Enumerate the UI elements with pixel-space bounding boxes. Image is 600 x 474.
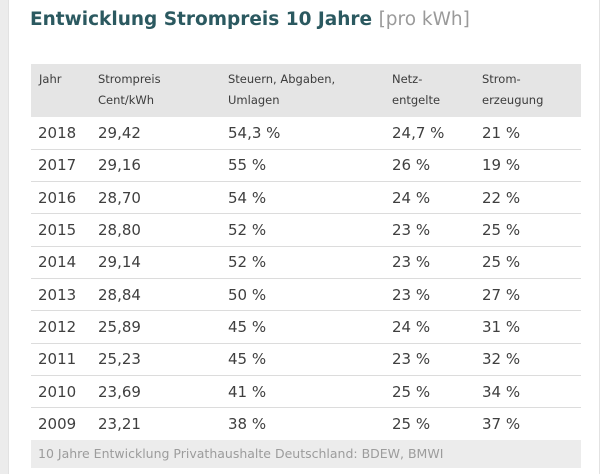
table-header-row: Jahr Strompreis Cent/kWh Steuern, Abgaben… [31,64,581,117]
cell-strompreis: 28,70 [90,181,220,215]
cell-strompreis: 23,69 [90,375,220,409]
cell-stromerzeugung: 27 % [474,278,581,312]
cell-strompreis: 28,84 [90,278,220,312]
header-netz-line1: Netz- [392,72,423,86]
cell-jahr: 2011 [31,343,90,376]
cell-netzentgelte: 25 % [384,375,474,409]
cell-netzentgelte: 24 % [384,181,474,215]
header-strompreis: Strompreis Cent/kWh [90,64,220,117]
table-row: 2018 29,42 54,3 % 24,7 % 21 % [31,117,581,150]
cell-netzentgelte: 26 % [384,149,474,183]
cell-steuern: 50 % [220,278,384,312]
header-steuern-line2: Umlagen [228,93,280,107]
header-strom-line2: erzeugung [482,93,544,107]
title-text: Entwicklung Strompreis 10 Jahre [30,9,373,30]
cell-steuern: 52 % [220,246,384,279]
cell-jahr: 2015 [31,213,90,247]
table-row: 2013 28,84 50 % 23 % 27 % [31,278,581,312]
cell-steuern: 55 % [220,149,384,183]
table-row: 2014 29,14 52 % 23 % 25 % [31,246,581,279]
cell-jahr: 2013 [31,278,90,312]
cell-strompreis: 25,23 [90,343,220,376]
table-row: 2010 23,69 41 % 25 % 34 % [31,375,581,409]
cell-stromerzeugung: 37 % [482,415,521,434]
header-strompreis-line1: Strompreis [98,72,161,86]
cell-strompreis: 25,89 [90,310,220,344]
cell-jahr: 2014 [31,246,90,279]
cell-stromerzeugung: 31 % [474,310,581,344]
cell-jahr: 2012 [31,310,90,344]
cell-jahr: 2016 [31,181,90,215]
header-stromerzeugung: Strom-erzeugung [474,64,581,117]
cell-steuern: 41 % [220,375,384,409]
table-source-note: 10 Jahre Entwicklung Privathaushalte Deu… [31,439,581,468]
header-netz-line2: entgelte [392,93,441,107]
cell-netzentgelte: 23 % [384,213,474,247]
table-row: 2017 29,16 55 % 26 % 19 % [31,149,581,183]
cell-strompreis: 29,42 [90,117,220,150]
table-row: 2015 28,80 52 % 23 % 25 % [31,213,581,247]
cell-steuern: 54,3 % [220,117,384,150]
cell-netzentgelte: 24 % [384,310,474,344]
header-jahr: Jahr [31,64,90,117]
cell-jahr: 2018 [31,117,90,150]
cell-strompreis: 23,21 [98,415,141,434]
cell-strompreis: 28,80 [90,213,220,247]
table-row: 2011 25,23 45 % 23 % 32 % [31,343,581,376]
title-unit: [pro kWh] [378,9,470,30]
header-strompreis-line2: Cent/kWh [98,93,155,107]
cell-strompreis: 29,14 [90,246,220,279]
cell-netzentgelte: 24,7 % [384,117,474,150]
header-jahr-label: Jahr [39,72,62,86]
cell-steuern: 38 % [228,415,267,434]
cell-steuern: 45 % [220,310,384,344]
cell-jahr: 2009 [38,415,77,434]
cell-steuern: 54 % [220,181,384,215]
cell-stromerzeugung: 19 % [474,149,581,183]
cell-steuern: 52 % [220,213,384,247]
header-netzentgelte: Netz-entgelte [384,64,474,117]
table-row: 2012 25,89 45 % 24 % 31 % [31,310,581,344]
cell-stromerzeugung: 22 % [474,181,581,215]
table-title: Entwicklung Strompreis 10 Jahre [pro kWh… [30,9,470,30]
cell-netzentgelte: 23 % [384,246,474,279]
cell-stromerzeugung: 34 % [474,375,581,409]
table-row: 2009 23,21 38 % 25 % 37 % [31,408,581,440]
header-steuern: Steuern, Abgaben, Umlagen [220,64,384,117]
table-footer-row: 10 Jahre Entwicklung Privathaushalte Deu… [31,439,581,468]
header-steuern-line1: Steuern, Abgaben, [228,72,336,86]
cell-strompreis: 29,16 [90,149,220,183]
cell-stromerzeugung: 25 % [474,246,581,279]
cell-netzentgelte: 23 % [384,278,474,312]
cell-stromerzeugung: 21 % [474,117,581,150]
table-row: 2016 28,70 54 % 24 % 22 % [31,181,581,215]
content-panel: Entwicklung Strompreis 10 Jahre [pro kWh… [8,0,600,474]
cell-netzentgelte: 23 % [384,343,474,376]
cell-jahr: 2010 [31,375,90,409]
cell-stromerzeugung: 32 % [474,343,581,376]
cell-steuern: 45 % [220,343,384,376]
cell-netzentgelte: 25 % [392,415,431,434]
electricity-price-table: Jahr Strompreis Cent/kWh Steuern, Abgaben… [31,64,581,468]
cell-stromerzeugung: 25 % [474,213,581,247]
cell-jahr: 2017 [31,149,90,183]
header-strom-line1: Strom- [482,72,521,86]
